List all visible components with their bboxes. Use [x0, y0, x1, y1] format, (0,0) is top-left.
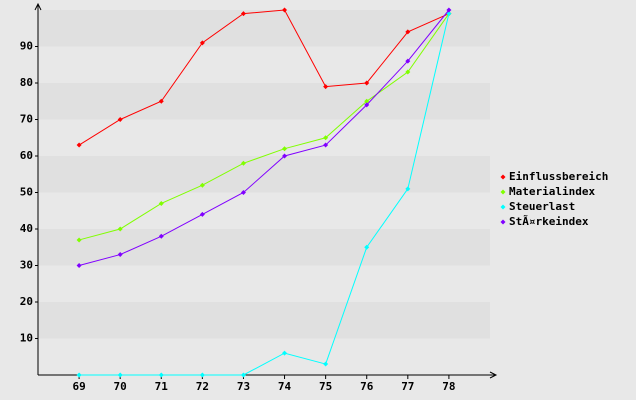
grid-band — [38, 338, 490, 375]
series-line — [79, 13, 450, 376]
x-tick-label: 75 — [319, 380, 332, 393]
data-point — [323, 361, 329, 367]
y-tick-label: 30 — [20, 259, 33, 272]
data-point — [364, 244, 370, 250]
y-tick-label: 40 — [20, 222, 33, 235]
data-point — [117, 252, 123, 258]
data-point — [240, 11, 246, 17]
y-tick-label: 80 — [20, 76, 33, 89]
data-point — [364, 102, 370, 108]
series-line — [78, 13, 450, 241]
data-point — [282, 146, 288, 152]
data-point — [323, 84, 329, 90]
y-tick-label: 20 — [20, 295, 33, 308]
data-point — [199, 40, 205, 46]
x-tick-label: 73 — [237, 380, 250, 393]
data-point — [405, 58, 411, 64]
legend-label: StÃ¤rkeindex — [509, 215, 589, 228]
data-point — [76, 263, 82, 268]
data-point — [282, 350, 288, 356]
data-point — [117, 117, 123, 122]
data-point — [117, 372, 123, 378]
series-line — [78, 9, 450, 146]
y-tick-label: 70 — [20, 113, 33, 126]
x-tick-label: 77 — [401, 380, 414, 393]
data-point — [117, 226, 123, 232]
data-point — [158, 372, 164, 378]
data-point — [199, 211, 205, 217]
x-axis-arrow — [489, 371, 498, 379]
data-point — [405, 186, 411, 192]
series-line — [78, 9, 450, 266]
data-point — [364, 80, 370, 86]
data-point — [240, 160, 246, 166]
y-tick-label: 90 — [20, 40, 33, 53]
x-tick-label: 71 — [155, 380, 169, 393]
data-point — [76, 237, 82, 243]
data-point — [282, 7, 288, 13]
y-tick-label: 10 — [20, 332, 33, 345]
data-point — [158, 98, 164, 104]
data-point — [158, 200, 164, 206]
legend-label: Materialindex — [509, 185, 595, 198]
data-point — [76, 372, 82, 378]
x-tick-label: 76 — [360, 380, 374, 393]
legend-label: Einflussbereich — [509, 170, 608, 183]
grid-band — [38, 10, 490, 47]
data-point — [405, 29, 411, 35]
data-point — [158, 233, 164, 239]
data-point — [405, 69, 411, 75]
y-tick-label: 50 — [20, 186, 33, 199]
grid-band — [38, 302, 490, 339]
data-point — [323, 142, 329, 148]
legend-marker — [500, 219, 506, 225]
x-tick-label: 78 — [442, 380, 455, 393]
x-tick-label: 72 — [196, 380, 209, 393]
data-point — [240, 372, 246, 378]
x-tick-label: 74 — [278, 380, 292, 393]
grid-band — [38, 119, 490, 156]
data-point — [199, 182, 205, 188]
grid-band — [38, 192, 490, 229]
y-axis-arrow — [34, 2, 42, 11]
data-point — [446, 11, 452, 17]
grid-band — [38, 83, 490, 120]
x-tick-label: 70 — [114, 380, 127, 393]
data-point — [199, 372, 205, 378]
x-tick-label: 69 — [72, 380, 85, 393]
legend-marker — [500, 189, 506, 195]
legend-label: Steuerlast — [509, 200, 575, 213]
legend-marker — [500, 174, 506, 180]
legend-marker — [500, 204, 506, 210]
grid-band — [38, 229, 490, 266]
y-tick-label: 60 — [20, 149, 33, 162]
data-point — [282, 153, 288, 159]
grid-band — [38, 265, 490, 302]
data-point — [240, 190, 246, 195]
data-point — [446, 7, 452, 13]
data-point — [323, 135, 329, 141]
data-point — [364, 98, 370, 104]
data-point — [76, 142, 82, 148]
